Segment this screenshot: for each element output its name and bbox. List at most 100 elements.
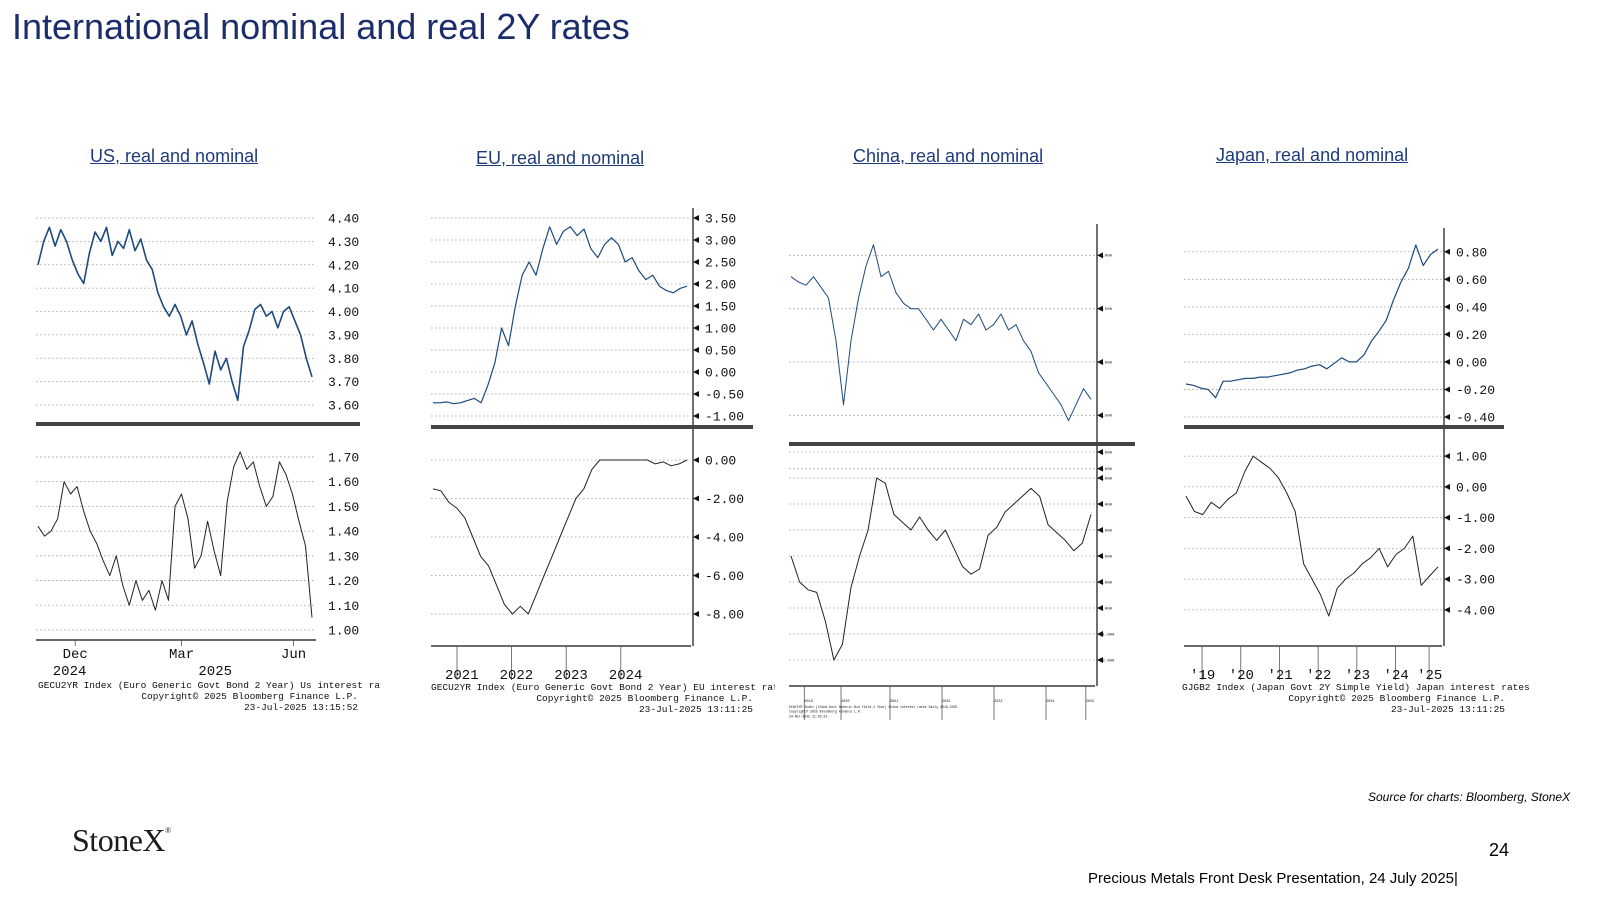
eu-real-tick-mark-4	[693, 611, 699, 617]
japan-nominal-tick-label-4: 0.00	[1456, 355, 1487, 370]
japan-real-tick-label-1: 0.00	[1456, 480, 1487, 495]
china-real-tick-label-4: 2.000	[1100, 555, 1113, 559]
japan-nominal-tick-label-6: -0.40	[1456, 411, 1495, 426]
eu-nominal-tick-label-0: 3.50	[705, 212, 736, 227]
japan-x-label-1: '20	[1229, 668, 1254, 684]
china-nominal-tick-label-0: 3.000	[1100, 255, 1113, 259]
china-real-tick-label-0: 6.000	[1100, 451, 1113, 455]
japan-x-label-3: '22	[1306, 668, 1331, 684]
us-real-series-line	[37, 451, 313, 618]
china-real-tick-mark-0	[1097, 449, 1103, 455]
chart-source-note: Source for charts: Bloomberg, StoneX	[1368, 790, 1571, 804]
china-real-tick-mark-5	[1097, 579, 1103, 585]
eu-real-tick-mark-3	[693, 572, 699, 579]
japan-chart-title: Japan, real and nominal	[1216, 145, 1409, 165]
japan-x-label-0: '19	[1190, 668, 1215, 684]
china-real-tick-mark-4	[1097, 553, 1103, 559]
china-real-tick-mark-1	[1097, 475, 1103, 481]
us-chart-title: US, real and nominal	[90, 146, 259, 166]
eu-footnote-line-0: GECU2YR Index (Euro Generic Govt Bond 2 …	[431, 682, 775, 693]
japan-nominal-tick-mark-1	[1444, 276, 1450, 283]
eu-nominal-tick-label-3: 2.00	[705, 278, 736, 293]
us-x-label-2: Jun	[281, 647, 306, 663]
china-x-label-3: 2022	[942, 700, 950, 704]
china-footnote-line-0: GCNY2YR Index (China Govt Generic Bid Yi…	[789, 705, 957, 709]
china-nominal-tick-label-3: 1.500	[1100, 415, 1113, 419]
china-real-tick-label-6: 0.000	[1100, 607, 1113, 611]
japan-nominal-tick-label-0: 0.80	[1456, 245, 1487, 260]
us-nominal-tick-label-8: 3.60	[328, 399, 359, 414]
eu-real-tick-label-0: 0.00	[705, 454, 736, 469]
china-x-label-6: 2025	[1086, 700, 1094, 704]
eu-nominal-tick-mark-6	[693, 347, 699, 353]
japan-real-series-line	[1185, 455, 1439, 617]
japan-real-tick-mark-0	[1444, 453, 1450, 460]
china-x-label-4: 2023	[994, 700, 1002, 704]
china-real-tick-mark-7	[1097, 631, 1103, 637]
eu-real-tick-label-4: -8.00	[705, 608, 744, 623]
us-x-label-1: Mar	[169, 647, 194, 663]
page-number: 24	[1489, 840, 1510, 860]
eu-chart-title: EU, real and nominal	[476, 148, 645, 168]
japan-nominal-tick-label-1: 0.60	[1456, 273, 1487, 288]
china-footnote-line-2: 24-Mar-2025 11:03:22	[789, 714, 827, 718]
eu-nominal-tick-mark-5	[693, 325, 699, 331]
china-real-tick-label-3: 3.000	[1100, 529, 1113, 533]
eu-panel-divider	[431, 425, 753, 429]
eu-x-label-2: 2023	[554, 668, 588, 684]
eu-real-tick-mark-2	[693, 534, 699, 540]
us-panel-divider	[36, 422, 360, 426]
eu-real-tick-mark-1	[693, 495, 699, 502]
us-real-tick-label-3: 1.40	[328, 525, 359, 540]
eu-nominal-tick-mark-9	[693, 413, 699, 419]
eu-nominal-tick-mark-4	[693, 303, 699, 309]
japan-panel-divider	[1184, 425, 1504, 429]
japan-x-label-6: '25	[1417, 668, 1442, 684]
eu-nominal-tick-label-4: 1.50	[705, 300, 736, 315]
japan-real-tick-mark-5	[1444, 606, 1450, 613]
china-footnote-line-1: Copyright© 2025 Bloomberg Finance L.P.	[789, 710, 862, 714]
eu-footnote-line-2: 23-Jul-2025 13:11:25	[639, 704, 753, 715]
us-nominal-tick-label-3: 4.10	[328, 282, 359, 297]
us-real-tick-label-2: 1.50	[328, 500, 359, 515]
china-real-tick-mark-6	[1097, 605, 1103, 611]
china-nominal-tick-label-2: 2.000	[1100, 361, 1113, 365]
us-x-label-0: Dec	[63, 647, 88, 663]
us-real-tick-label-6: 1.10	[328, 599, 359, 614]
japan-real-tick-mark-3	[1444, 545, 1450, 552]
eu-nominal-tick-label-5: 1.00	[705, 322, 736, 337]
japan-nominal-tick-mark-3	[1444, 331, 1450, 338]
us-real-tick-label-4: 1.30	[328, 549, 359, 564]
china-real-tick-label-2: 4.000	[1100, 503, 1113, 507]
eu-nominal-tick-label-1: 3.00	[705, 234, 736, 249]
china-nominal-series-line	[790, 244, 1092, 422]
eu-x-label-0: 2021	[445, 668, 479, 684]
us-nominal-tick-label-0: 4.40	[328, 212, 359, 227]
eu-nominal-tick-mark-1	[693, 237, 699, 243]
us-real-tick-label-0: 1.70	[328, 450, 359, 465]
japan-real-tick-label-2: -1.00	[1456, 511, 1495, 526]
eu-nominal-tick-mark-8	[693, 391, 699, 397]
japan-nominal-tick-mark-2	[1444, 303, 1450, 310]
japan-x-label-5: '24	[1384, 668, 1409, 684]
eu-real-tick-label-1: -2.00	[705, 492, 744, 507]
japan-x-label-2: '21	[1267, 668, 1292, 684]
japan-nominal-tick-label-3: 0.20	[1456, 328, 1487, 343]
japan-real-tick-label-3: -2.00	[1456, 542, 1495, 557]
page-title: International nominal and real 2Y rates	[12, 6, 630, 47]
us-x-year-label-0: 2024	[53, 664, 87, 680]
japan-footnote-line-1: Copyright© 2025 Bloomberg Finance L.P.	[1288, 693, 1505, 704]
japan-x-label-4: '23	[1345, 668, 1370, 684]
us-nominal-tick-label-5: 3.90	[328, 328, 359, 343]
footer-text: Precious Metals Front Desk Presentation,…	[1088, 870, 1458, 887]
japan-real-tick-mark-2	[1444, 514, 1450, 521]
eu-nominal-tick-mark-7	[693, 369, 699, 375]
china-chart-title: China, real and nominal	[853, 146, 1044, 166]
japan-real-tick-label-5: -4.00	[1456, 603, 1495, 618]
china-real-tick-label-1: 5.000	[1100, 477, 1113, 481]
china-real-tick-label-5: 1.000	[1100, 581, 1113, 585]
us-footnote-line-1: Copyright© 2025 Bloomberg Finance L.P.	[141, 691, 358, 702]
china-x-label-5: 2024	[1046, 700, 1054, 704]
china-real-tick-mark-3	[1097, 527, 1103, 533]
eu-chart: 3.50 3.00 2.50 2.00 1.50 1.00 0.50 0.00 -0.50 -1.…	[431, 208, 775, 715]
